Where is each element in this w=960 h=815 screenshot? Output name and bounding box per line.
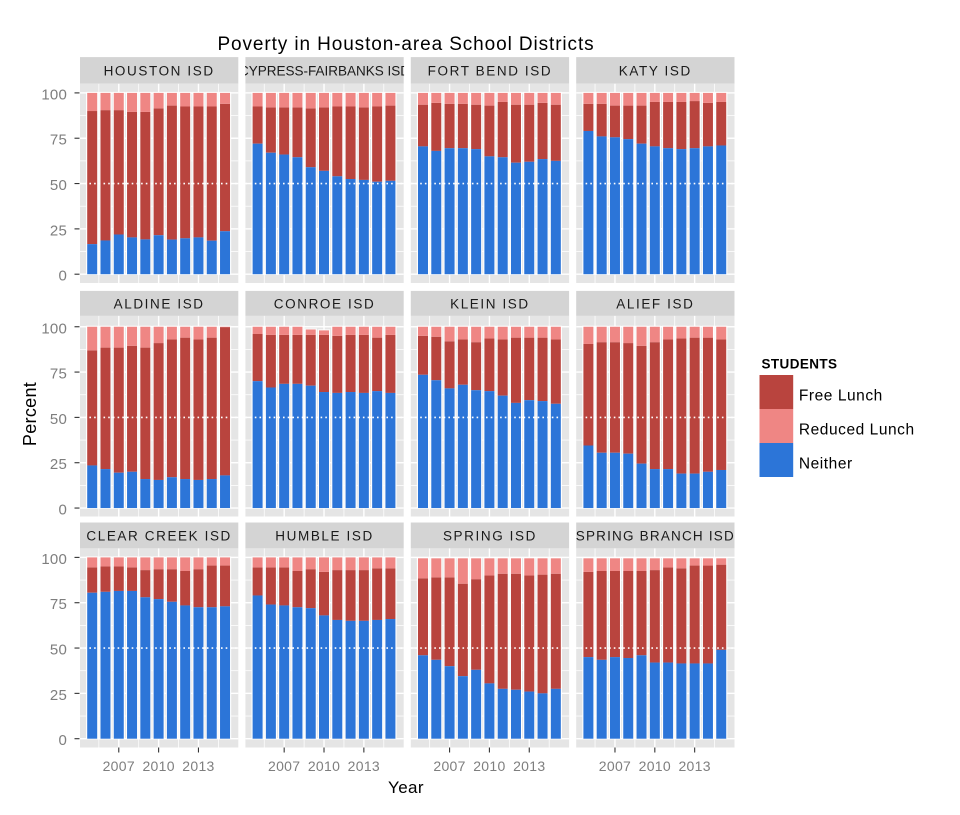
svg-text:25: 25	[50, 222, 67, 239]
svg-text:100: 100	[41, 551, 67, 568]
svg-text:KATY ISD: KATY ISD	[619, 63, 692, 78]
svg-text:2010: 2010	[639, 758, 671, 774]
svg-text:50: 50	[50, 411, 67, 428]
svg-text:CLEAR CREEK ISD: CLEAR CREEK ISD	[86, 528, 232, 543]
svg-text:2010: 2010	[142, 758, 174, 774]
svg-text:75: 75	[50, 596, 67, 613]
svg-text:25: 25	[50, 687, 67, 704]
svg-text:Percent: Percent	[20, 382, 40, 446]
svg-text:HOUSTON ISD: HOUSTON ISD	[104, 63, 215, 78]
svg-text:75: 75	[50, 132, 67, 149]
svg-text:0: 0	[58, 732, 67, 749]
svg-text:0: 0	[58, 502, 67, 519]
svg-text:100: 100	[41, 320, 67, 337]
svg-text:2007: 2007	[103, 758, 135, 774]
svg-text:25: 25	[50, 456, 67, 473]
svg-text:Poverty in Houston-area School: Poverty in Houston-area School Districts	[217, 34, 594, 55]
svg-text:Free Lunch: Free Lunch	[799, 387, 883, 404]
svg-text:KLEIN ISD: KLEIN ISD	[450, 296, 530, 311]
svg-text:2013: 2013	[348, 758, 380, 774]
svg-text:2013: 2013	[182, 758, 214, 774]
svg-text:FORT BEND ISD: FORT BEND ISD	[428, 63, 553, 78]
svg-text:Reduced Lunch: Reduced Lunch	[799, 421, 915, 438]
svg-text:CONROE ISD: CONROE ISD	[274, 296, 376, 311]
svg-text:ALIEF ISD: ALIEF ISD	[616, 296, 694, 311]
svg-text:2007: 2007	[599, 758, 631, 774]
svg-text:2013: 2013	[678, 758, 710, 774]
svg-text:2010: 2010	[308, 758, 340, 774]
svg-text:2007: 2007	[433, 758, 465, 774]
svg-text:Neither: Neither	[799, 455, 853, 472]
svg-text:STUDENTS: STUDENTS	[762, 356, 838, 371]
svg-text:75: 75	[50, 366, 67, 383]
svg-text:50: 50	[50, 177, 67, 194]
svg-text:2013: 2013	[513, 758, 545, 774]
svg-text:100: 100	[41, 86, 67, 103]
svg-text:0: 0	[58, 268, 67, 285]
svg-text:ALDINE ISD: ALDINE ISD	[114, 296, 205, 311]
svg-text:SPRING BRANCH ISD: SPRING BRANCH ISD	[576, 528, 735, 543]
svg-text:50: 50	[50, 642, 67, 659]
svg-text:2010: 2010	[473, 758, 505, 774]
svg-text:CYPRESS-FAIRBANKS ISD: CYPRESS-FAIRBANKS ISD	[239, 63, 410, 78]
svg-text:HUMBLE ISD: HUMBLE ISD	[275, 528, 374, 543]
svg-text:Year: Year	[388, 778, 424, 797]
svg-text:SPRING ISD: SPRING ISD	[443, 528, 537, 543]
svg-text:2007: 2007	[268, 758, 300, 774]
